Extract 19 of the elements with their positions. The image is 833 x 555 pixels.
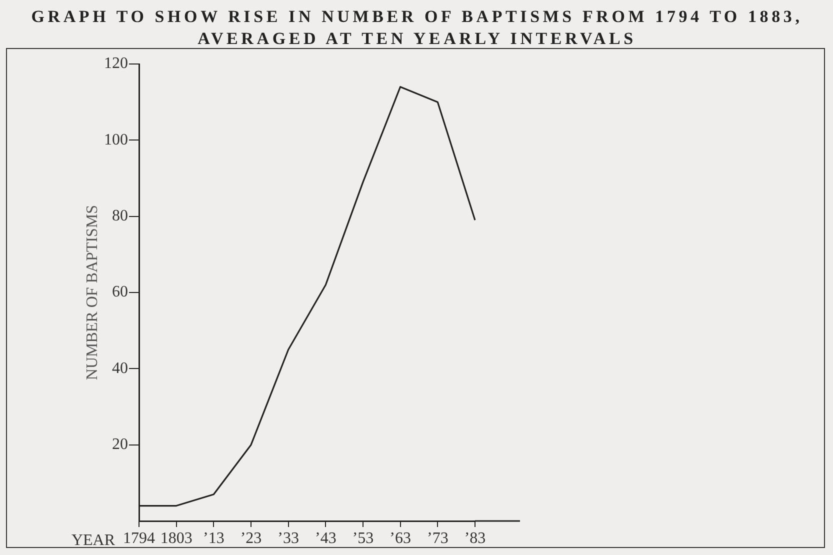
- y-tick-label: 20: [112, 436, 128, 454]
- x-tick-label: ’53: [352, 530, 374, 547]
- x-tick-label: ’13: [203, 530, 224, 547]
- x-tick-label: 1803: [160, 530, 192, 547]
- y-axis-title: NUMBER OF BAPTISMS: [84, 204, 101, 380]
- y-tick-label: 100: [104, 131, 128, 148]
- x-axis-title: YEAR: [71, 532, 116, 550]
- y-tick-label: 120: [104, 55, 128, 72]
- x-tick-label: ’43: [315, 530, 336, 547]
- chart-title: GRAPH TO SHOW RISE IN NUMBER OF BAPTISMS FROM 1794 TO 1883, AVERAGED AT TEN YEARLY INTERVALS: [30, 6, 804, 50]
- x-tick-label: ’83: [464, 530, 486, 547]
- x-tick-label: 1794: [123, 530, 155, 547]
- x-tick-label: ’63: [390, 530, 411, 547]
- y-tick-label: 60: [112, 284, 128, 301]
- y-tick-label: 80: [112, 208, 128, 225]
- x-tick-label: ’23: [240, 530, 262, 547]
- y-tick-label: 40: [112, 360, 128, 377]
- x-tick-label: ’73: [427, 530, 448, 547]
- x-tick-label: ’33: [278, 530, 299, 547]
